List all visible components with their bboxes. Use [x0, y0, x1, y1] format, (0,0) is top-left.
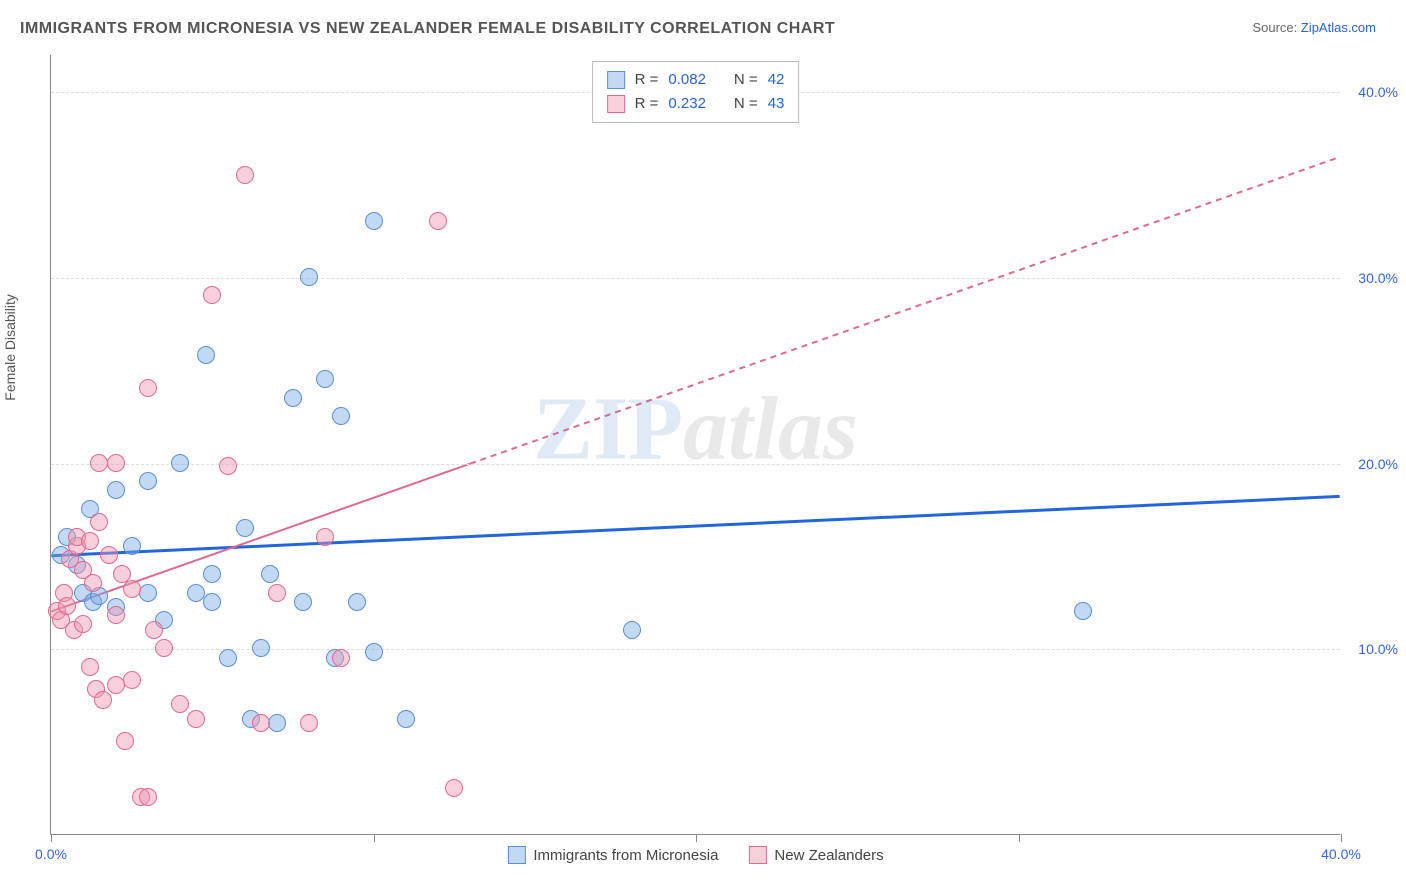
scatter-point: [203, 565, 221, 583]
swatch-icon: [607, 95, 625, 113]
scatter-point: [397, 710, 415, 728]
scatter-point: [187, 710, 205, 728]
scatter-point: [316, 370, 334, 388]
r-label: R =: [635, 92, 659, 116]
scatter-point: [219, 649, 237, 667]
scatter-point: [316, 528, 334, 546]
scatter-point: [623, 621, 641, 639]
scatter-point: [294, 593, 312, 611]
scatter-point: [116, 732, 134, 750]
watermark: ZIPatlas: [533, 377, 858, 480]
scatter-point: [139, 788, 157, 806]
scatter-point: [81, 532, 99, 550]
scatter-point: [171, 695, 189, 713]
scatter-point: [74, 615, 92, 633]
scatter-point: [429, 212, 447, 230]
scatter-point: [300, 268, 318, 286]
scatter-point: [123, 580, 141, 598]
scatter-point: [1074, 602, 1092, 620]
scatter-point: [139, 379, 157, 397]
correlation-stats-box: R = 0.082 N = 42 R = 0.232 N = 43: [592, 61, 800, 123]
scatter-point: [445, 779, 463, 797]
scatter-point: [139, 472, 157, 490]
legend-item: Immigrants from Micronesia: [507, 846, 718, 864]
scatter-point: [107, 481, 125, 499]
scatter-point: [100, 546, 118, 564]
x-tick-label: 40.0%: [1321, 846, 1361, 862]
scatter-point: [145, 621, 163, 639]
x-tick: [51, 834, 52, 842]
y-tick-label: 40.0%: [1358, 84, 1398, 100]
scatter-point: [219, 457, 237, 475]
x-tick: [374, 834, 375, 842]
legend-label: New Zealanders: [774, 847, 883, 864]
scatter-point: [268, 584, 286, 602]
y-tick-label: 30.0%: [1358, 270, 1398, 286]
scatter-point: [365, 212, 383, 230]
scatter-point: [252, 714, 270, 732]
n-value: 42: [768, 68, 785, 92]
scatter-point: [332, 649, 350, 667]
x-tick: [1341, 834, 1342, 842]
scatter-point: [107, 454, 125, 472]
source-prefix: Source:: [1252, 20, 1300, 35]
gridline: [51, 649, 1340, 650]
scatter-point: [187, 584, 205, 602]
chart-title: IMMIGRANTS FROM MICRONESIA VS NEW ZEALAN…: [20, 20, 835, 38]
scatter-point: [171, 454, 189, 472]
x-tick: [1019, 834, 1020, 842]
scatter-point: [348, 593, 366, 611]
x-tick: [696, 834, 697, 842]
r-value: 0.232: [668, 92, 706, 116]
r-label: R =: [635, 68, 659, 92]
scatter-point: [123, 671, 141, 689]
stats-row: R = 0.232 N = 43: [607, 92, 785, 116]
scatter-point: [300, 714, 318, 732]
chart-plot-area: R = 0.082 N = 42 R = 0.232 N = 43 ZIPatl…: [50, 55, 1340, 835]
scatter-point: [268, 714, 286, 732]
scatter-point: [139, 584, 157, 602]
legend-label: Immigrants from Micronesia: [533, 847, 718, 864]
scatter-point: [284, 389, 302, 407]
scatter-point: [261, 565, 279, 583]
scatter-point: [203, 593, 221, 611]
scatter-point: [197, 346, 215, 364]
scatter-point: [81, 658, 99, 676]
x-tick-label: 0.0%: [35, 846, 67, 862]
scatter-point: [107, 606, 125, 624]
scatter-point: [123, 537, 141, 555]
n-label: N =: [734, 92, 758, 116]
scatter-point: [84, 574, 102, 592]
scatter-point: [332, 407, 350, 425]
scatter-point: [236, 166, 254, 184]
n-value: 43: [768, 92, 785, 116]
scatter-point: [236, 519, 254, 537]
scatter-point: [203, 286, 221, 304]
y-tick-label: 10.0%: [1358, 641, 1398, 657]
scatter-point: [58, 597, 76, 615]
source-link[interactable]: ZipAtlas.com: [1301, 20, 1376, 35]
scatter-point: [155, 639, 173, 657]
y-tick-label: 20.0%: [1358, 456, 1398, 472]
y-axis-label: Female Disability: [2, 294, 18, 401]
scatter-point: [252, 639, 270, 657]
source-citation: Source: ZipAtlas.com: [1252, 20, 1376, 35]
n-label: N =: [734, 68, 758, 92]
r-value: 0.082: [668, 68, 706, 92]
scatter-point: [365, 643, 383, 661]
gridline: [51, 278, 1340, 279]
stats-row: R = 0.082 N = 42: [607, 68, 785, 92]
scatter-point: [90, 513, 108, 531]
swatch-icon: [507, 846, 525, 864]
legend-item: New Zealanders: [748, 846, 883, 864]
gridline: [51, 464, 1340, 465]
series-legend: Immigrants from Micronesia New Zealander…: [507, 846, 883, 864]
scatter-point: [94, 691, 112, 709]
swatch-icon: [748, 846, 766, 864]
swatch-icon: [607, 71, 625, 89]
